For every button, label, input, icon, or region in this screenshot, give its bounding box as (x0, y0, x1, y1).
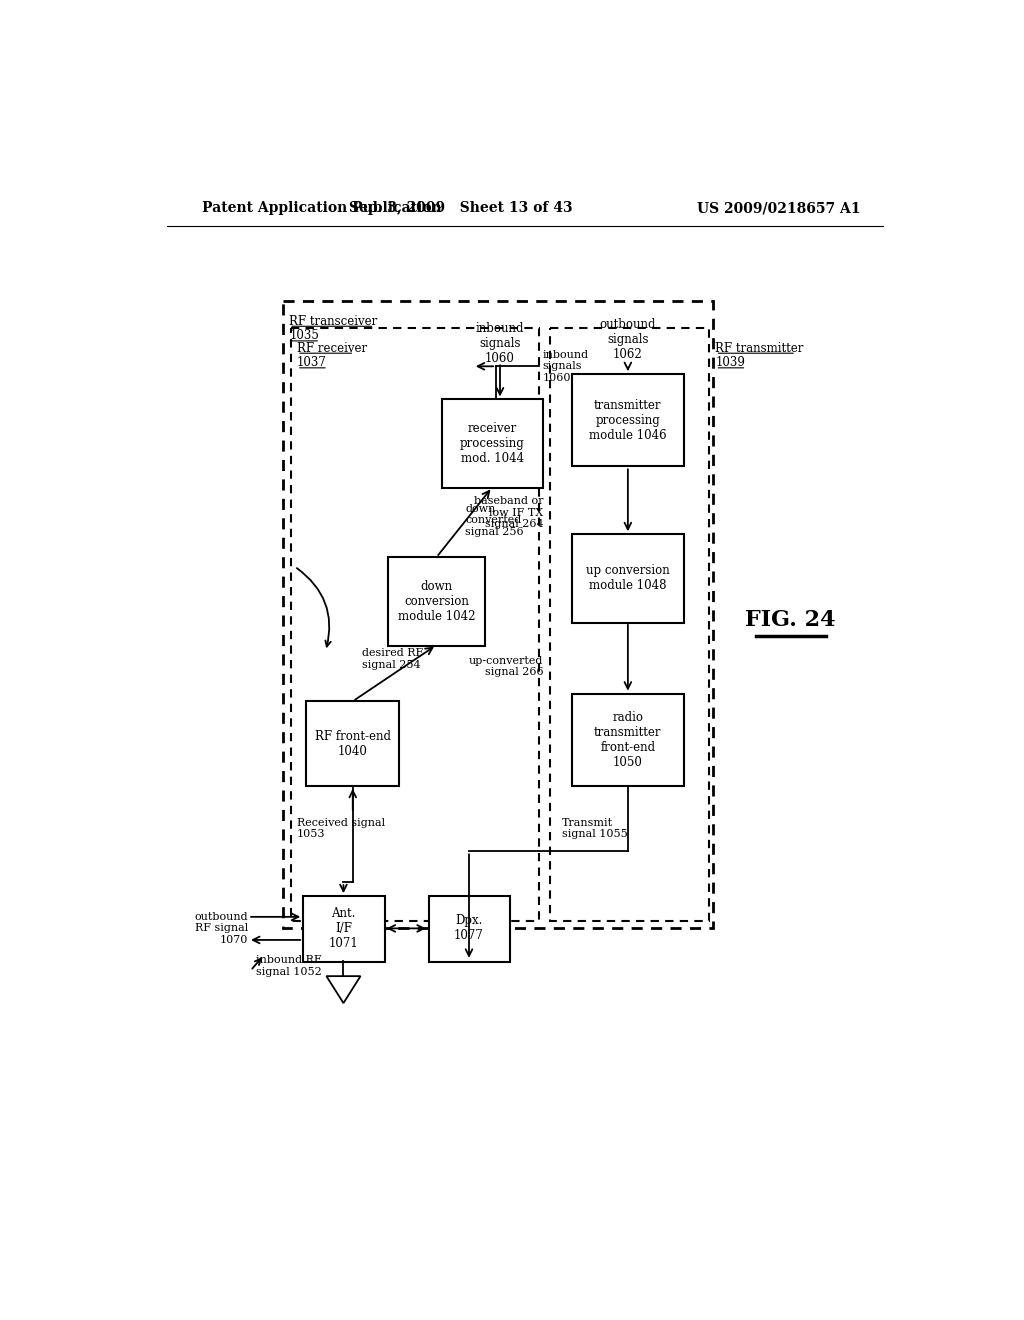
Text: down
converted
signal 256: down converted signal 256 (465, 504, 523, 537)
Bar (550, 327, 710, 921)
Text: receiver
processing
mod. 1044: receiver processing mod. 1044 (460, 422, 524, 465)
Text: 1039: 1039 (716, 356, 745, 370)
Bar (572, 693, 684, 785)
Bar (283, 301, 713, 928)
Text: Transmit
signal 1055: Transmit signal 1055 (562, 817, 628, 840)
Text: inbound
signals
1060: inbound signals 1060 (476, 322, 524, 364)
Text: Dpx.
1077: Dpx. 1077 (454, 915, 484, 942)
Bar (429, 896, 510, 961)
Text: outbound
signals
1062: outbound signals 1062 (600, 318, 656, 360)
Bar (388, 557, 485, 645)
Text: baseband or
low IF TX
signal 264: baseband or low IF TX signal 264 (474, 496, 544, 529)
Text: Ant.
I/F
1071: Ant. I/F 1071 (329, 907, 358, 950)
Bar (303, 896, 385, 961)
Text: down
conversion
module 1042: down conversion module 1042 (397, 579, 475, 623)
Text: RF transmitter: RF transmitter (716, 342, 804, 355)
Text: 1035: 1035 (289, 330, 319, 342)
Text: desired RF
signal 254: desired RF signal 254 (362, 648, 423, 669)
Text: up conversion
module 1048: up conversion module 1048 (586, 564, 670, 593)
Text: radio
transmitter
front-end
1050: radio transmitter front-end 1050 (594, 710, 662, 768)
Bar (442, 400, 543, 488)
Text: RF transceiver: RF transceiver (289, 314, 378, 327)
Text: FIG. 24: FIG. 24 (745, 610, 836, 631)
Text: outbound
RF signal
1070: outbound RF signal 1070 (195, 912, 248, 945)
Bar (306, 701, 399, 785)
Text: US 2009/0218657 A1: US 2009/0218657 A1 (697, 202, 861, 215)
Bar (291, 327, 539, 921)
Bar (572, 535, 684, 623)
Text: Sep. 3, 2009   Sheet 13 of 43: Sep. 3, 2009 Sheet 13 of 43 (349, 202, 573, 215)
Text: inbound RF
signal 1052: inbound RF signal 1052 (256, 956, 322, 977)
Text: Patent Application Publication: Patent Application Publication (202, 202, 441, 215)
Text: up-converted
signal 266: up-converted signal 266 (469, 656, 544, 677)
Text: inbound
signals
1060: inbound signals 1060 (543, 350, 589, 383)
Text: RF front-end
1040: RF front-end 1040 (314, 730, 391, 758)
Text: 1037: 1037 (297, 356, 327, 370)
Text: RF receiver: RF receiver (297, 342, 367, 355)
Bar (572, 374, 684, 466)
Text: transmitter
processing
module 1046: transmitter processing module 1046 (589, 399, 667, 442)
Text: Received signal
1053: Received signal 1053 (297, 817, 385, 840)
